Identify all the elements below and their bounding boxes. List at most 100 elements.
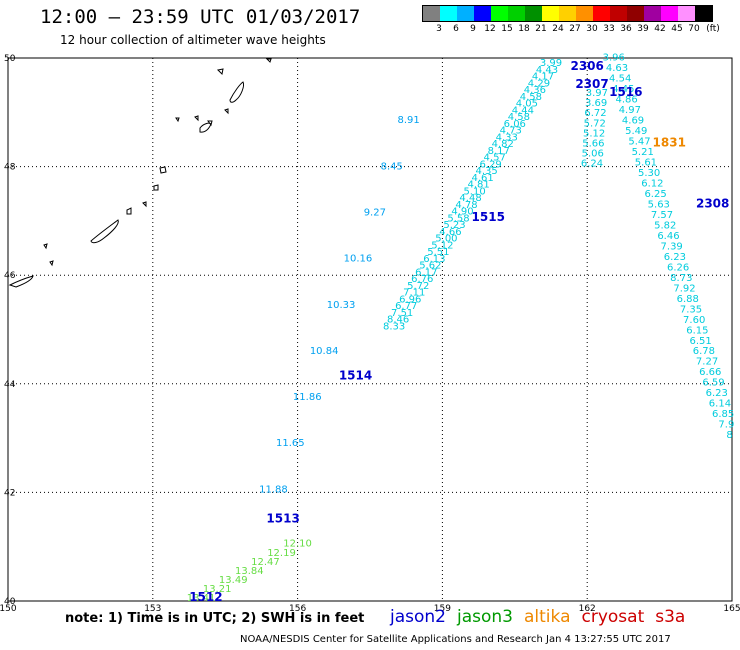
wave-height-value: 5.66	[582, 138, 604, 149]
wave-height-value: 4.48	[459, 193, 481, 204]
legend-swatch	[457, 6, 474, 21]
pass-time-label: 1513	[266, 511, 299, 525]
wave-height-value: 6.23	[706, 388, 728, 399]
wave-height-value: 6.06	[504, 119, 526, 130]
pass-time-label: 1831	[653, 136, 686, 150]
island-outline	[175, 117, 180, 123]
legend-swatch	[593, 6, 610, 21]
legend-unit: (ft)	[706, 24, 720, 34]
lon-tick-label: 165	[723, 604, 740, 614]
lon-tick-label: 150	[0, 604, 17, 614]
legend-swatch	[644, 6, 661, 21]
wave-height-value: 5.58	[447, 213, 469, 224]
wave-height-value: 5.23	[443, 220, 465, 231]
legend-tick-label: 18	[518, 24, 530, 34]
island-outline	[207, 120, 213, 127]
wave-height-value: 6.59	[702, 378, 724, 389]
legend-tick-label: 9	[470, 24, 476, 34]
wave-height-value: 13.49	[219, 575, 248, 586]
pass-time-label: 2307	[575, 77, 608, 91]
lat-tick-label: 44	[4, 380, 16, 390]
wave-height-value: 5.47	[628, 137, 650, 148]
wave-height-value: 7.57	[651, 210, 673, 221]
wave-height-value: 7.60	[683, 315, 705, 326]
map-subtitle: 12 hour collection of altimeter wave hei…	[60, 33, 326, 47]
legend-tick-label: 21	[535, 24, 547, 34]
wave-height-value: 6.12	[641, 179, 663, 190]
satellite-legend: jason2 jason3 altika cryosat s3a	[390, 607, 696, 627]
wave-height-value: 8	[726, 430, 732, 441]
legend-tick-label: 27	[569, 24, 581, 34]
island-outline	[216, 68, 224, 76]
island-outline	[90, 219, 119, 244]
island-outline	[142, 201, 147, 208]
wave-height-value: 8.17	[488, 146, 510, 157]
map-grid	[7, 57, 733, 602]
wave-height-value: 6.25	[644, 189, 666, 200]
credit-line: NOAA/NESDIS Center for Satellite Applica…	[240, 634, 671, 645]
wave-height-value: 6.29	[480, 159, 502, 170]
wave-height-value: 7.11	[403, 288, 425, 299]
legend-tick-label: 36	[620, 24, 632, 34]
legend-tick-label: 30	[586, 24, 598, 34]
wave-height-value: 4.78	[455, 200, 477, 211]
legend-swatch	[695, 6, 712, 21]
pass-time-label: 2306	[570, 59, 603, 73]
wave-height-value: 5.82	[654, 220, 676, 231]
wave-height-value: 5.21	[632, 147, 654, 158]
legend-tick-label: 45	[671, 24, 683, 34]
wave-height-value: 5.72	[407, 281, 429, 292]
wave-height-value: 6.78	[693, 346, 715, 357]
satellite-name-altika: altika	[524, 607, 571, 627]
color-legend: 3 6 9 12 15 18 21 24 27 30 33 36 39 42 45 70 (ft)	[422, 5, 728, 35]
wave-height-value: 6.72	[584, 108, 606, 119]
lon-tick-label: 162	[579, 604, 596, 614]
latitude-labels: 40 42 44 46 48 50	[4, 54, 16, 607]
wave-height-value: 4.36	[524, 85, 546, 96]
wave-height-value: 4.63	[606, 63, 628, 74]
wave-height-value: 4.81	[467, 180, 489, 191]
legend-tick-label: 3	[436, 24, 442, 34]
satellite-name-s3a: s3a	[655, 607, 686, 627]
wave-height-value: 8.33	[383, 322, 405, 333]
wave-height-value: 4.17	[532, 72, 554, 83]
wave-height-value: 4.69	[622, 116, 644, 127]
wave-height-value: 12.19	[267, 548, 296, 559]
wave-height-value: 7.9	[718, 420, 734, 431]
legend-tick-label: 15	[501, 24, 513, 34]
lat-tick-label: 40	[4, 597, 16, 607]
wave-height-value: 13.21	[203, 584, 232, 595]
island-outline	[194, 115, 199, 122]
wave-height-value: 5.10	[463, 186, 485, 197]
wave-height-value: 3.69	[585, 98, 607, 109]
wave-height-value: 6.88	[677, 294, 699, 305]
wave-height-value: 6.15	[686, 325, 708, 336]
wave-height-value: 6.96	[399, 294, 421, 305]
satellite-name-jason3: jason3	[457, 607, 513, 627]
wave-height-value: 5.63	[648, 199, 670, 210]
satellite-name-jason2: jason2	[390, 607, 446, 627]
wave-height-value: 6.26	[667, 262, 689, 273]
legend-swatch	[559, 6, 576, 21]
wave-height-value: 10.84	[310, 346, 339, 357]
island-outline	[265, 58, 272, 63]
wave-height-value: 9.27	[364, 207, 386, 218]
wave-height-value: 8.45	[381, 161, 403, 172]
lat-tick-label: 50	[4, 54, 16, 64]
wave-height-value: 6.66	[699, 367, 721, 378]
wave-height-value: 11.86	[293, 392, 322, 403]
island-outline	[8, 275, 34, 288]
units-note: note: 1) Time is in UTC; 2) SWH is in fe…	[65, 611, 365, 626]
wave-height-value: 4.29	[528, 78, 550, 89]
wave-height-value: 6.46	[657, 231, 679, 242]
wave-height-value: 5.12	[583, 128, 605, 139]
legend-tick-label: 24	[552, 24, 564, 34]
wave-height-value: 7.92	[673, 283, 695, 294]
wave-height-value: 4.43	[536, 65, 558, 76]
lon-tick-label: 159	[434, 604, 451, 614]
wave-height-value: 4.33	[496, 132, 518, 143]
legend-swatch	[423, 6, 440, 21]
pass-time-label: 1515	[472, 210, 505, 224]
